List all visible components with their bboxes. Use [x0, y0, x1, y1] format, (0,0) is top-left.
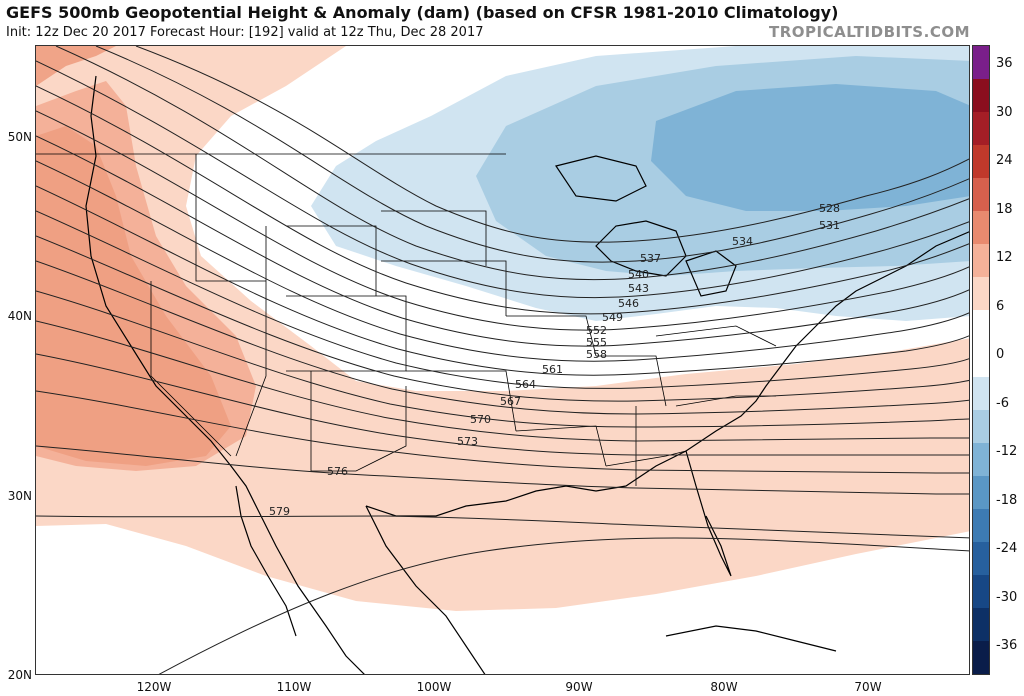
anomaly-map: 528 531 534 537 540 543 546 549 552 555 …	[35, 45, 970, 675]
colorbar-segment	[973, 112, 989, 146]
lat-label-50n: 50N	[7, 130, 32, 144]
contour-label-561: 561	[542, 363, 563, 376]
colorbar-segment	[973, 343, 989, 378]
contour-label-546: 546	[618, 297, 639, 310]
lon-label-100w: 100W	[416, 680, 452, 694]
warm-anomaly-core	[36, 46, 116, 86]
contour-label-570: 570	[470, 413, 491, 426]
map-title: GEFS 500mb Geopotential Height & Anomaly…	[6, 3, 839, 22]
contour-label-540: 540	[628, 268, 649, 281]
contour-labels: 528 531 534 537 540 543 546 549 552 555 …	[269, 202, 840, 518]
colorbar-segment	[973, 541, 989, 576]
colorbar-segment	[973, 178, 989, 212]
cold-anomaly-core	[651, 84, 969, 211]
contour-label-579: 579	[269, 505, 290, 518]
colorbar-segment	[973, 475, 989, 510]
contour-label-567: 567	[500, 395, 521, 408]
contour-label-528: 528	[819, 202, 840, 215]
contour-label-549: 549	[602, 311, 623, 324]
height-contours	[36, 46, 969, 674]
colorbar-segment	[973, 442, 989, 477]
colorbar-segment	[973, 277, 989, 311]
contour-label-573: 573	[457, 435, 478, 448]
lon-label-110w: 110W	[276, 680, 312, 694]
map-canvas: 528 531 534 537 540 543 546 549 552 555 …	[36, 46, 969, 674]
colorbar-label: -36	[996, 638, 1018, 653]
colorbar-segment	[973, 211, 989, 245]
coastlines	[85, 75, 969, 674]
state-borders	[36, 153, 777, 486]
colorbar-label: -12	[996, 444, 1018, 459]
contour-label-576: 576	[327, 465, 348, 478]
colorbar-segment	[973, 640, 989, 675]
colorbar-segment	[973, 574, 989, 609]
colorbar-label: 12	[996, 250, 1013, 265]
contour-label-552: 552	[586, 324, 607, 337]
colorbar-segment	[973, 607, 989, 642]
lat-label-40n: 40N	[7, 309, 32, 323]
colorbar-label: 0	[996, 347, 1005, 362]
brand-watermark[interactable]: TROPICALTIDBITS.COM	[769, 23, 970, 41]
warm-anomaly-mexico	[206, 426, 969, 598]
map-subtitle: Init: 12z Dec 20 2017 Forecast Hour: [19…	[6, 25, 484, 40]
colorbar-label: -6	[996, 395, 1009, 411]
contour-label-564: 564	[515, 378, 536, 391]
contour-label-534: 534	[732, 235, 753, 248]
lat-label-20n: 20N	[7, 668, 32, 682]
colorbar-label: -24	[996, 541, 1018, 556]
contour-label-537: 537	[640, 252, 661, 265]
lon-label-80w: 80W	[710, 680, 738, 694]
colorbar-segment	[973, 376, 989, 411]
colorbar-label: 30	[996, 104, 1013, 120]
contour-label-555: 555	[586, 336, 607, 349]
warm-anomaly-inner	[36, 126, 231, 466]
lon-label-70w: 70W	[854, 680, 882, 694]
colorbar-segment	[973, 79, 989, 113]
colorbar-segment	[973, 244, 989, 278]
colorbar-label: 18	[996, 201, 1013, 217]
anomaly-colorbar	[972, 45, 990, 675]
colorbar-segment	[973, 508, 989, 543]
contour-label-531: 531	[819, 219, 840, 232]
contour-label-558: 558	[586, 348, 607, 361]
colorbar-segment	[973, 310, 989, 344]
colorbar-label: -18	[996, 492, 1018, 508]
lat-label-30n: 30N	[7, 489, 32, 503]
colorbar-label: -30	[996, 589, 1018, 605]
colorbar-label: 6	[996, 298, 1005, 314]
colorbar-segment	[973, 145, 989, 179]
lon-label-90w: 90W	[565, 680, 593, 694]
lon-label-120w: 120W	[136, 680, 172, 694]
colorbar-label: 36	[996, 56, 1013, 71]
contour-label-543: 543	[628, 282, 649, 295]
neutral-band-south	[36, 524, 969, 674]
colorbar-label: 24	[996, 153, 1013, 168]
colorbar-segment	[973, 409, 989, 444]
colorbar-segment	[973, 46, 989, 80]
